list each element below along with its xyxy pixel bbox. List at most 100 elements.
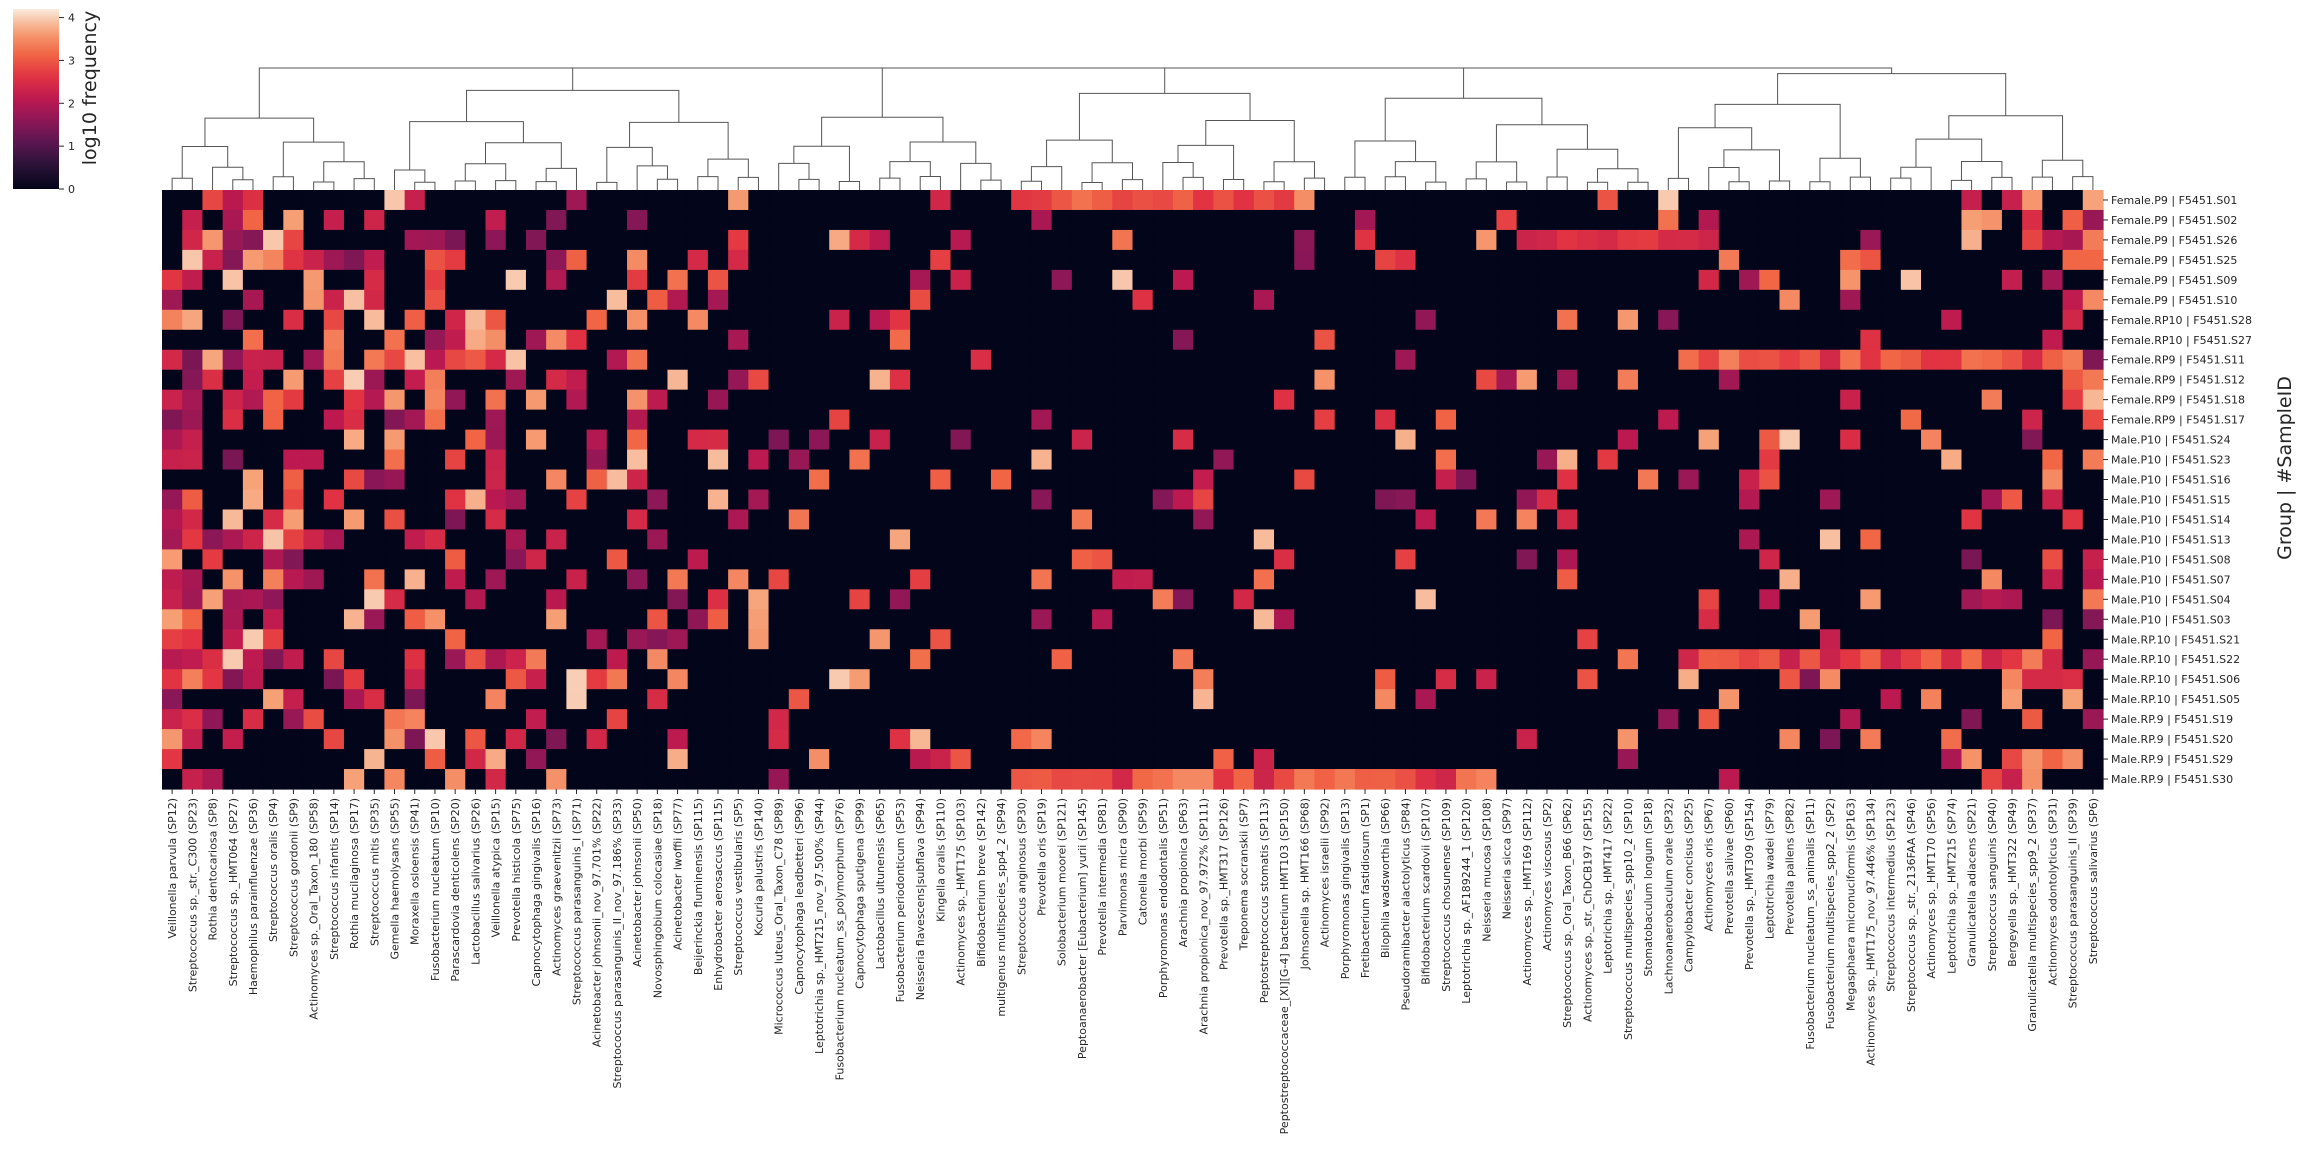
heatmap-cell — [202, 729, 224, 750]
heatmap-cell — [1334, 629, 1356, 650]
heatmap-cell — [1779, 389, 1801, 411]
heatmap-cell — [950, 609, 972, 630]
heatmap-cell — [1698, 269, 1720, 291]
heatmap-cell — [990, 269, 1012, 291]
heatmap-cell — [323, 329, 345, 351]
heatmap-cell — [1253, 509, 1275, 531]
heatmap-cell — [162, 249, 183, 271]
heatmap-cell — [970, 369, 992, 391]
heatmap-cell — [1819, 309, 1841, 331]
heatmap-cell — [1172, 389, 1194, 411]
heatmap-cell — [566, 190, 588, 211]
heatmap-cell — [303, 529, 325, 550]
heatmap-cell — [1981, 449, 2003, 471]
heatmap-cell — [1334, 689, 1356, 710]
heatmap-cell — [162, 749, 183, 770]
column-tick-label: Rothia dentocariosa (SP8) — [207, 798, 220, 940]
heatmap-cell — [950, 509, 972, 531]
heatmap-cell — [1314, 569, 1336, 590]
heatmap-cell — [1435, 709, 1457, 730]
heatmap-cell — [829, 229, 851, 251]
heatmap-cell — [546, 569, 567, 590]
dendrogram-link — [1344, 176, 1366, 190]
heatmap-cell — [1799, 589, 1821, 610]
heatmap-cell — [1253, 609, 1275, 630]
heatmap-cell — [1172, 569, 1194, 590]
heatmap-cell — [1456, 709, 1477, 730]
heatmap-cell — [1051, 329, 1073, 351]
column-tick-label: Bifidobacterium breve (SP142) — [975, 798, 988, 967]
heatmap-cell — [1071, 489, 1093, 511]
heatmap-cell — [1637, 389, 1659, 411]
heatmap-cell — [1617, 629, 1639, 650]
heatmap-cell — [283, 489, 305, 511]
heatmap-cell — [1779, 190, 1801, 211]
heatmap-cell — [748, 649, 770, 670]
heatmap-cell — [1941, 729, 1963, 750]
heatmap-cell — [1597, 609, 1619, 630]
heatmap-cell — [1678, 669, 1700, 690]
column-tick-label: Peptostreptococcaceae_[XI][G-4] bacteriu… — [1278, 798, 1291, 1134]
heatmap-cell — [1112, 569, 1134, 590]
heatmap-cell — [788, 749, 810, 770]
heatmap-cell — [1415, 329, 1437, 351]
heatmap-cell — [1435, 249, 1457, 271]
heatmap-cell — [1435, 349, 1457, 371]
heatmap-cell — [1799, 569, 1821, 590]
heatmap-cell — [1435, 669, 1457, 690]
heatmap-cell — [667, 709, 689, 730]
row-tick-label: Male.RP.9 | F5451.S29 — [2111, 753, 2233, 766]
heatmap-cell — [2001, 589, 2023, 610]
heatmap-cell — [990, 349, 1012, 371]
heatmap-cell — [505, 409, 527, 431]
heatmap-cell — [1354, 509, 1376, 531]
heatmap-cell — [1031, 469, 1053, 491]
heatmap-cell — [303, 329, 325, 351]
heatmap-cell — [2001, 649, 2023, 670]
heatmap-cell — [1253, 329, 1275, 351]
heatmap-cell — [566, 249, 588, 271]
heatmap-cell — [1476, 549, 1498, 570]
heatmap-cell — [1536, 209, 1558, 231]
heatmap-cell — [1334, 389, 1356, 411]
heatmap-cell — [1698, 429, 1720, 451]
heatmap-cell — [1456, 209, 1477, 231]
heatmap-cell — [1172, 549, 1194, 570]
heatmap-cell — [748, 709, 770, 730]
heatmap-cell — [586, 389, 608, 411]
heatmap-cell — [263, 449, 284, 471]
column-tick-label: Streptococcus oralis (SP4) — [267, 798, 280, 942]
heatmap-cell — [2001, 369, 2023, 391]
heatmap-cell — [1921, 609, 1942, 630]
colorbar-tick-label: 2 — [68, 97, 75, 110]
heatmap-cell — [2062, 369, 2084, 391]
heatmap-cell — [1900, 389, 1922, 411]
y-axis-label: Group | #SampleID — [2274, 376, 2296, 560]
heatmap-cell — [2042, 769, 2064, 790]
heatmap-cell — [303, 729, 325, 750]
heatmap-cell — [809, 589, 830, 610]
heatmap-cell — [1819, 429, 1841, 451]
heatmap-cell — [788, 709, 810, 730]
column-tick-label: Streptococcus parasanguinis_I (SP71) — [570, 798, 583, 1005]
heatmap-cell — [1678, 249, 1700, 271]
heatmap-cell — [748, 629, 770, 650]
heatmap-cell — [647, 209, 669, 231]
heatmap-cell — [627, 529, 648, 550]
heatmap-cell — [788, 409, 810, 431]
heatmap-cell — [1617, 190, 1639, 211]
heatmap-cell — [1658, 489, 1680, 511]
heatmap-cell — [1597, 629, 1619, 650]
heatmap-cell — [910, 329, 931, 351]
heatmap-cell — [404, 529, 426, 550]
heatmap-cell — [485, 269, 507, 291]
heatmap-cell — [2001, 289, 2023, 311]
heatmap-cell — [242, 469, 264, 491]
heatmap-cell — [1759, 349, 1781, 371]
heatmap-cell — [606, 689, 628, 710]
heatmap-cell — [343, 309, 365, 331]
heatmap-cell — [990, 469, 1012, 491]
heatmap-cell — [1031, 249, 1053, 271]
heatmap-cell — [1051, 609, 1073, 630]
heatmap-cell — [910, 289, 931, 311]
